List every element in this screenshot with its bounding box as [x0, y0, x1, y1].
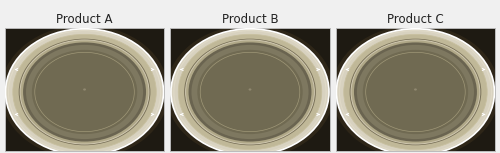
Ellipse shape: [184, 39, 316, 145]
Ellipse shape: [166, 25, 334, 153]
Ellipse shape: [0, 25, 168, 153]
Ellipse shape: [357, 45, 474, 139]
Ellipse shape: [186, 40, 314, 144]
Ellipse shape: [13, 34, 156, 150]
Ellipse shape: [248, 88, 252, 91]
Ellipse shape: [336, 29, 494, 153]
Ellipse shape: [344, 34, 487, 150]
Ellipse shape: [83, 88, 86, 91]
Ellipse shape: [198, 50, 302, 134]
Ellipse shape: [23, 42, 146, 142]
Ellipse shape: [26, 45, 143, 139]
Ellipse shape: [6, 29, 164, 153]
Ellipse shape: [332, 25, 500, 153]
Title: Product A: Product A: [56, 13, 113, 26]
Ellipse shape: [192, 45, 308, 139]
Ellipse shape: [363, 50, 468, 134]
Ellipse shape: [354, 42, 477, 142]
Title: Product B: Product B: [222, 13, 278, 26]
Ellipse shape: [20, 40, 149, 144]
Ellipse shape: [188, 42, 312, 142]
Ellipse shape: [414, 88, 417, 91]
Ellipse shape: [351, 40, 480, 144]
Ellipse shape: [178, 34, 322, 150]
Ellipse shape: [18, 39, 150, 145]
Ellipse shape: [171, 29, 329, 153]
Ellipse shape: [32, 50, 137, 134]
Title: Product C: Product C: [387, 13, 444, 26]
Ellipse shape: [350, 39, 482, 145]
